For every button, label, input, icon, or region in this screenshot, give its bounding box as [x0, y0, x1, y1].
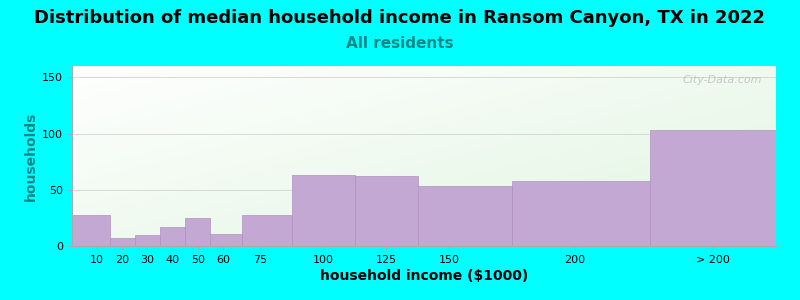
Bar	[160, 227, 185, 246]
Text: All residents: All residents	[346, 36, 454, 51]
Bar	[512, 181, 650, 246]
Bar	[292, 175, 355, 246]
Text: City-Data.com: City-Data.com	[682, 75, 762, 85]
Bar	[72, 214, 110, 246]
Bar	[418, 186, 512, 246]
Y-axis label: households: households	[24, 111, 38, 201]
Bar	[185, 218, 210, 246]
Bar	[242, 214, 292, 246]
Bar	[210, 234, 242, 246]
Bar	[650, 130, 776, 246]
Bar	[355, 176, 418, 246]
Text: Distribution of median household income in Ransom Canyon, TX in 2022: Distribution of median household income …	[34, 9, 766, 27]
Bar	[110, 238, 135, 246]
Bar	[135, 235, 160, 246]
X-axis label: household income ($1000): household income ($1000)	[320, 269, 528, 283]
